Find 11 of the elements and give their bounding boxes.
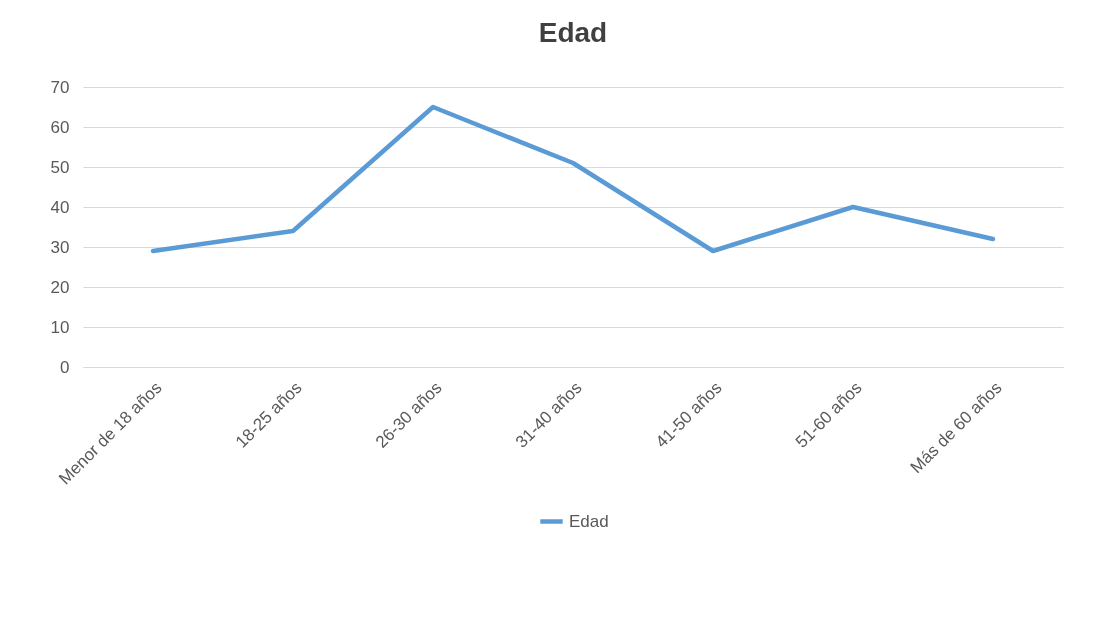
y-tick-label: 40 — [50, 197, 70, 217]
y-tick-label: 70 — [50, 77, 70, 97]
y-tick-label: 30 — [50, 237, 70, 257]
line-series — [150, 104, 996, 254]
y-tick-label: 10 — [50, 317, 70, 337]
y-tick-label: 50 — [50, 157, 70, 177]
legend-label: Edad — [569, 511, 609, 531]
y-tick-label: 0 — [60, 357, 70, 377]
y-tick-label: 20 — [50, 277, 70, 297]
y-tick-label: 60 — [50, 117, 70, 137]
chart-title: Edad — [538, 17, 608, 48]
